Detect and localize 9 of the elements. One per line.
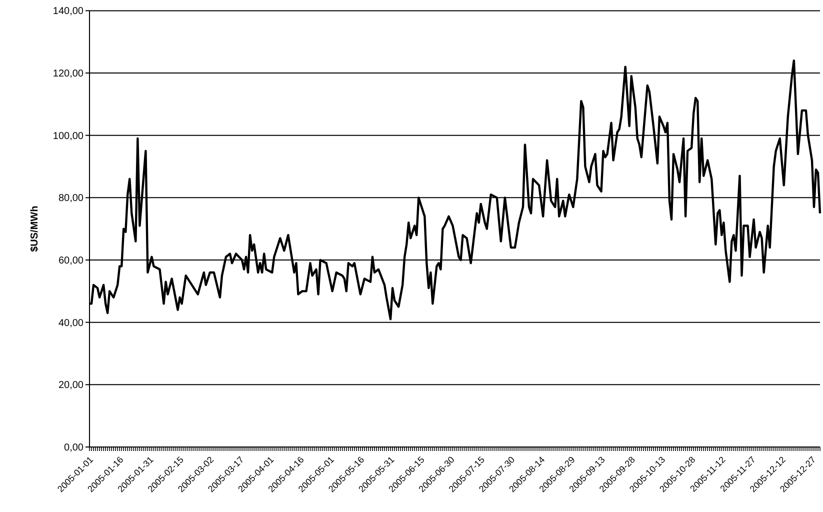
y-tick-label: 100,00 <box>52 130 84 142</box>
y-tick-label: 80,00 <box>58 193 84 204</box>
y-tick-label: 40,00 <box>58 318 84 329</box>
y-tick-label: 0,00 <box>64 442 84 454</box>
y-tick-label: 20,00 <box>58 380 84 392</box>
y-tick-label: 60,00 <box>58 256 84 267</box>
y-tick-label: 140,00 <box>52 6 84 18</box>
y-tick-label: 120,00 <box>52 68 84 80</box>
y-axis-title: $US/MWh <box>30 206 40 252</box>
